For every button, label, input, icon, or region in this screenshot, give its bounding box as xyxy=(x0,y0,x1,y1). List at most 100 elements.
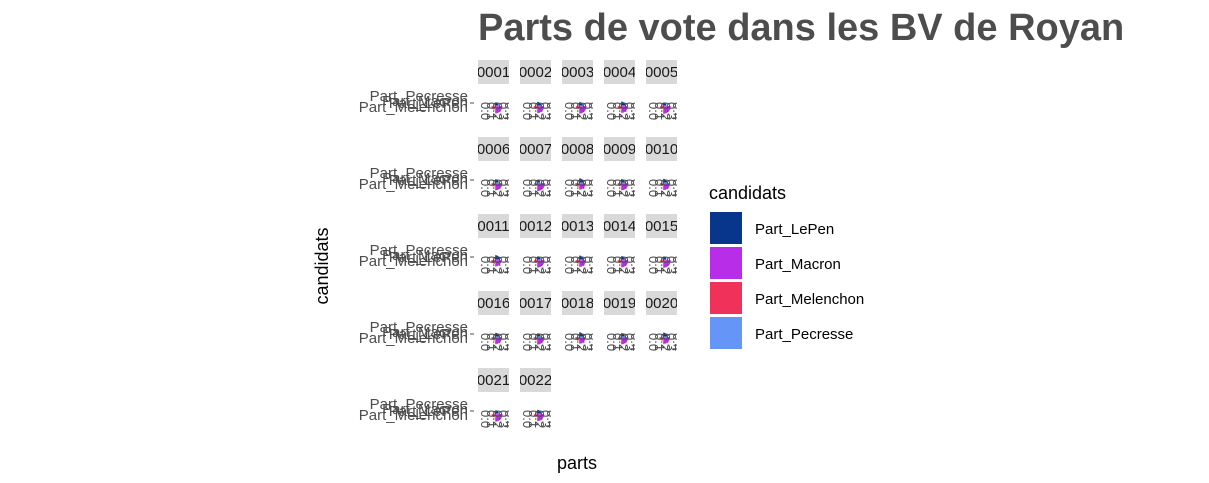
bar-Part_Macron xyxy=(494,105,503,114)
facet-strip xyxy=(604,291,635,315)
facet-strip-label: 0010 xyxy=(645,141,678,158)
x-tick-label: 0.2 xyxy=(532,410,547,428)
facet-panel: 0018 0.00.10.20.30.4 xyxy=(562,291,601,351)
facet-strip-label: 0006 xyxy=(477,141,510,158)
facet-strip-label: 0009 xyxy=(603,141,636,158)
facet-strip-label: 0021 xyxy=(477,372,510,389)
bar-Part_Macron xyxy=(620,182,629,191)
x-tick-label: 0.2 xyxy=(490,102,505,120)
x-tick-label: 0.3 xyxy=(538,179,553,197)
bar-Part_Macron xyxy=(662,182,671,191)
x-tick-label: 0.4 xyxy=(502,179,517,197)
facet-strip xyxy=(646,214,677,238)
facet-strip-label: 0004 xyxy=(603,64,636,81)
x-tick-label: 0.0 xyxy=(478,102,493,120)
bar-Part_Pecresse xyxy=(535,335,538,338)
legend-label: Part_Pecresse xyxy=(755,326,853,343)
x-tick-label: 0.2 xyxy=(532,179,547,197)
facet-panel: 0010 0.00.10.20.30.4 xyxy=(645,137,685,197)
x-tick-label: 0.0 xyxy=(478,333,493,351)
y-tick-label: Part_Melenchon xyxy=(359,99,468,116)
x-tick-label: 0.2 xyxy=(574,256,589,274)
x-tick-label: 0.0 xyxy=(478,256,493,274)
x-tick-label: 0.1 xyxy=(610,179,625,197)
y-tick-label: Part_Macron xyxy=(382,170,468,187)
x-tick-label: 0.4 xyxy=(586,333,601,351)
bar-Part_Melenchon xyxy=(490,259,496,265)
bar-Part_Macron xyxy=(536,105,545,114)
facet-strip xyxy=(520,137,551,161)
x-tick-label: 0.1 xyxy=(526,179,541,197)
x-tick-label: 0.1 xyxy=(526,256,541,274)
facet-panel: 0019 0.00.10.20.30.4 xyxy=(603,291,637,351)
x-tick-label: 0.3 xyxy=(622,333,637,351)
x-tick-label: 0.2 xyxy=(532,256,547,274)
bar-Part_Macron xyxy=(494,336,503,345)
bar-Part_Pecresse xyxy=(577,335,580,338)
bar-Part_Macron xyxy=(494,182,503,191)
facet-panel: 0015 0.00.10.20.30.4 xyxy=(646,214,677,274)
x-tick-label: 0.1 xyxy=(526,102,541,120)
x-tick-label: 0.2 xyxy=(616,102,631,120)
x-tick-label: 0.1 xyxy=(652,179,667,197)
y-tick-label: Part_Macron xyxy=(382,401,468,418)
x-tick-label: 0.4 xyxy=(502,256,517,274)
x-tick-label: 0.3 xyxy=(664,179,679,197)
facet-panel: 0006 0.00.10.20.30.4 xyxy=(477,137,517,197)
bar-Part_Pecresse xyxy=(577,181,580,184)
facet-strip xyxy=(478,291,509,315)
x-tick-label: 0.4 xyxy=(670,102,685,120)
bar-Part_Melenchon xyxy=(575,105,580,110)
facet-strip xyxy=(478,137,509,161)
facet-strip xyxy=(478,60,509,84)
x-tick-label: 0.3 xyxy=(622,102,637,120)
facet-strip-label: 0019 xyxy=(603,295,636,312)
facet-panels: 00010.00.10.20.30.400020.00.10.20.30.400… xyxy=(477,60,685,428)
x-tick-label: 0.4 xyxy=(670,179,685,197)
legend-key-Part_Melenchon xyxy=(710,282,742,314)
bar-Part_Melenchon xyxy=(574,336,580,342)
facet-strip-label: 0017 xyxy=(519,295,552,312)
legend-title: candidats xyxy=(709,183,786,203)
bar-Part_Pecresse xyxy=(577,104,580,107)
x-tick-label: 0.3 xyxy=(664,102,679,120)
x-tick-label: 0.3 xyxy=(580,179,595,197)
x-tick-label: 0.0 xyxy=(478,410,493,428)
facet-strip xyxy=(520,214,551,238)
bar-Part_Pecresse xyxy=(493,181,496,184)
x-tick-label: 0.4 xyxy=(502,102,517,120)
x-tick-label: 0.4 xyxy=(544,179,559,197)
x-tick-label: 0.2 xyxy=(658,333,673,351)
x-tick-label: 0.1 xyxy=(610,256,625,274)
x-tick-label: 0.0 xyxy=(520,333,535,351)
bar-Part_Macron xyxy=(578,336,587,345)
facet-strip xyxy=(520,291,551,315)
x-tick-label: 0.3 xyxy=(538,410,553,428)
facet-strip-label: 0011 xyxy=(477,218,509,235)
x-tick-label: 0.4 xyxy=(628,102,643,120)
x-tick-label: 0.0 xyxy=(562,333,577,351)
bar-Part_Melenchon xyxy=(617,182,622,187)
y-tick-label: Part_LePen xyxy=(389,326,468,343)
facet-strip-label: 0007 xyxy=(519,141,552,158)
facet-strip-label: 0003 xyxy=(561,64,594,81)
x-tick-label: 0.0 xyxy=(646,256,661,274)
x-tick-label: 0.1 xyxy=(484,333,499,351)
x-tick-label: 0.1 xyxy=(484,102,499,120)
x-tick-label: 0.2 xyxy=(616,333,631,351)
x-tick-label: 0.0 xyxy=(520,256,535,274)
x-tick-label: 0.2 xyxy=(658,256,673,274)
bar-Part_Melenchon xyxy=(491,413,496,418)
legend-label: Part_Melenchon xyxy=(755,291,864,308)
y-tick-label: Part_Macron xyxy=(382,93,468,110)
facet-strip xyxy=(520,368,551,392)
facet-panel: 0016 0.00.10.20.30.4 xyxy=(478,291,509,351)
x-tick-label: 0.1 xyxy=(652,102,667,120)
x-tick-label: 0.0 xyxy=(520,102,535,120)
x-tick-label: 0.1 xyxy=(484,179,499,197)
y-tick-label: Part_Macron xyxy=(382,247,468,264)
y-tick-label: Part_Pecresse xyxy=(370,165,468,182)
facet-strip xyxy=(604,137,635,161)
bar-Part_Melenchon xyxy=(617,259,622,264)
